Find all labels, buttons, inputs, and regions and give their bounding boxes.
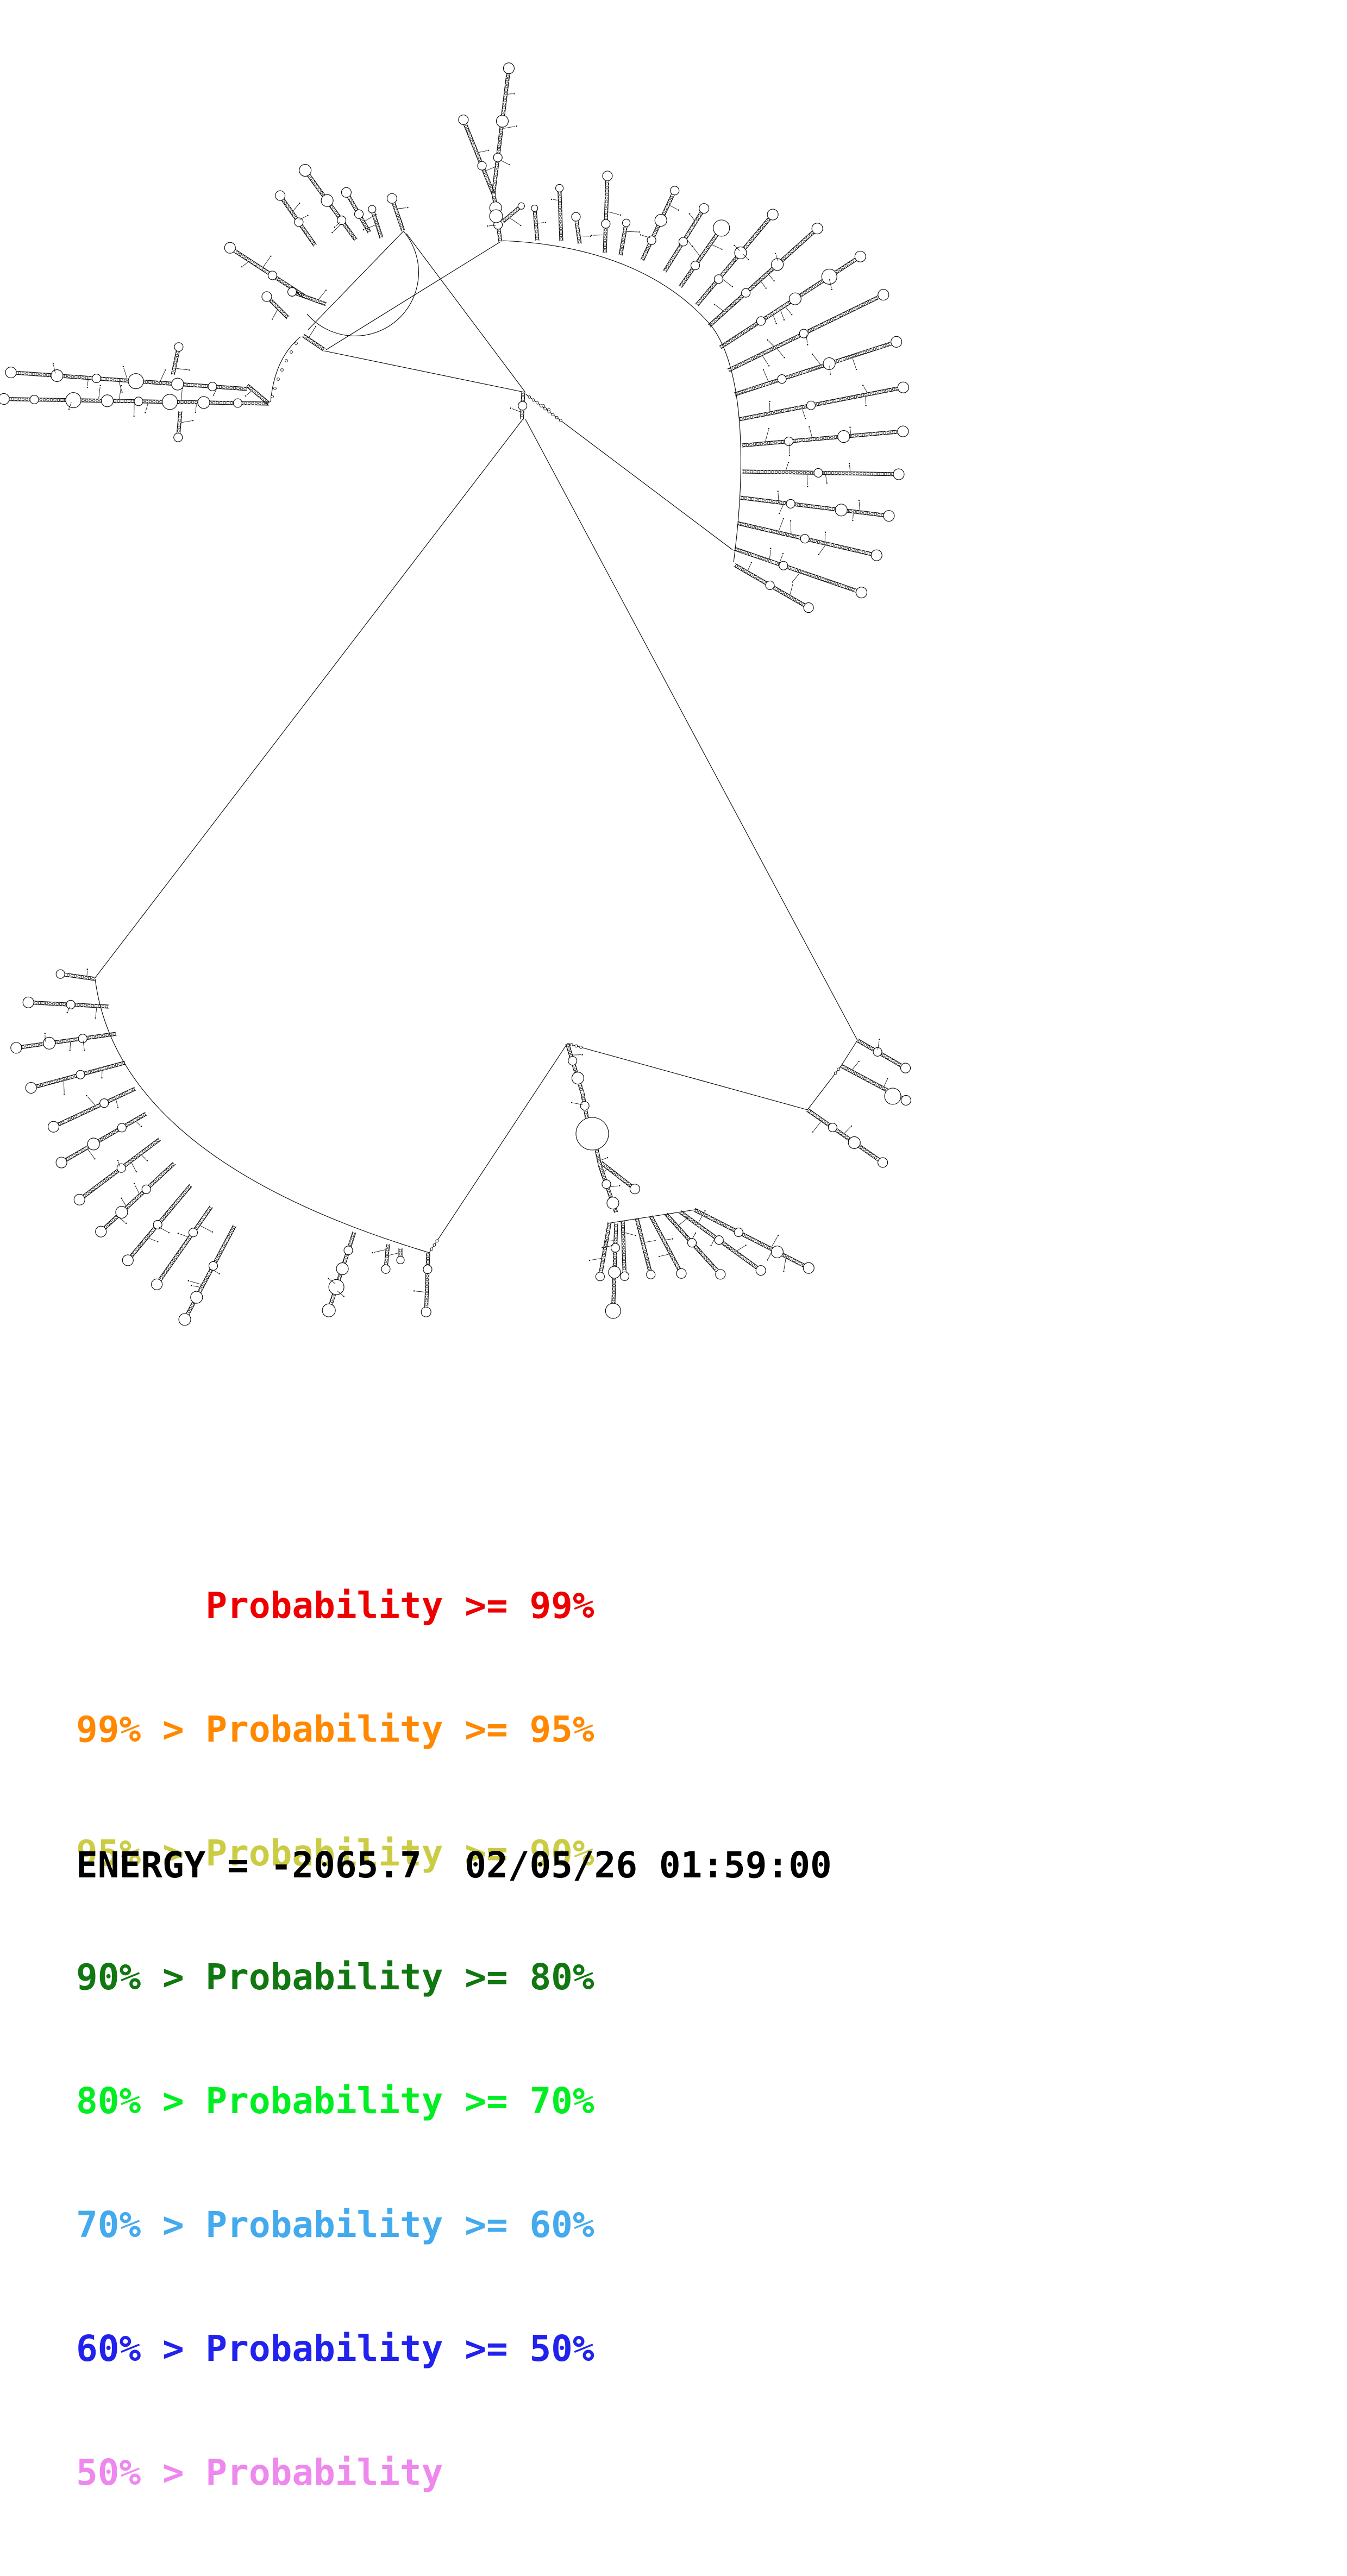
legend-line: 99% > Probability >= 95% [76, 1709, 594, 1750]
page: Probability >= 99% 99% > Probability >= … [0, 0, 1347, 1906]
legend-line: 50% > Probability [76, 2452, 594, 2493]
probability-legend: Probability >= 99% 99% > Probability >= … [76, 1503, 594, 2576]
legend-line: 60% > Probability >= 50% [76, 2328, 594, 2370]
energy-readout: ENERGY = -2065.7 02/05/26 01:59:00 [76, 1845, 832, 1886]
legend-line: Probability >= 99% [76, 1585, 594, 1626]
legend-line: 90% > Probability >= 80% [76, 1957, 594, 1998]
legend-line: 80% > Probability >= 70% [76, 2081, 594, 2122]
legend-line: 70% > Probability >= 60% [76, 2204, 594, 2246]
